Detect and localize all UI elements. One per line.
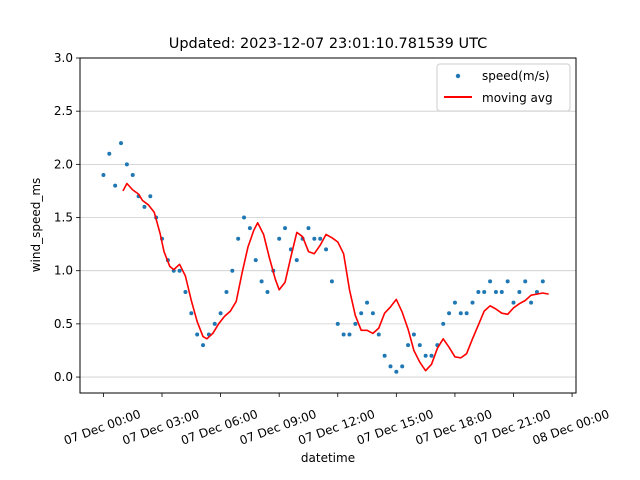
scatter-point (499, 289, 504, 294)
y-tick-label: 0.5 (54, 317, 73, 331)
legend-label-moving-avg: moving avg (482, 91, 553, 105)
scatter-point (195, 332, 200, 337)
scatter-point (212, 321, 217, 326)
scatter-point (505, 279, 510, 284)
y-tick-label: 2.5 (54, 104, 73, 118)
scatter-point (306, 226, 311, 231)
scatter-point (452, 300, 457, 305)
scatter-point (411, 332, 416, 337)
scatter-point (242, 215, 247, 220)
scatter-point (218, 311, 223, 316)
y-tick-label: 0.0 (54, 370, 73, 384)
scatter-point (417, 343, 422, 348)
scatter-point (493, 289, 498, 294)
scatter-point (189, 311, 194, 316)
scatter-point (324, 247, 329, 252)
scatter-point (406, 343, 411, 348)
scatter-point (283, 226, 288, 231)
scatter-point (423, 353, 428, 358)
scatter-point (517, 289, 522, 294)
scatter-point (294, 258, 299, 263)
scatter-point (482, 289, 487, 294)
moving-avg-line-layer (122, 182, 549, 372)
scatter-point (458, 311, 463, 316)
scatter-point (523, 279, 528, 284)
scatter-point (376, 332, 381, 337)
scatter-point (124, 162, 129, 167)
scatter-point (540, 279, 545, 284)
scatter-point (464, 311, 469, 316)
scatter-point (476, 289, 481, 294)
plot-frame (79, 57, 577, 394)
y-axis-ticks: 0.0 0.5 1.0 1.5 2.0 2.5 3.0 (54, 51, 80, 384)
scatter-point (247, 226, 252, 231)
scatter-point (177, 268, 182, 273)
scatter-point (265, 289, 270, 294)
scatter-point (312, 236, 317, 241)
scatter-point (370, 311, 375, 316)
scatter-point (347, 332, 352, 337)
scatter-point (388, 364, 393, 369)
scatter-point (365, 300, 370, 305)
scatter-point (394, 369, 399, 374)
legend-label-speed: speed(m/s) (482, 69, 550, 83)
scatter-point (382, 353, 387, 358)
scatter-point (201, 343, 206, 348)
y-tick-label: 1.0 (54, 264, 73, 278)
scatter-point (119, 141, 124, 146)
scatter-point (400, 364, 405, 369)
scatter-point (511, 300, 516, 305)
scatter-point (353, 321, 358, 326)
scatter-point (259, 279, 264, 284)
scatter-point (429, 353, 434, 358)
scatter-point (183, 289, 188, 294)
scatter-point (534, 289, 539, 294)
scatter-point (277, 236, 282, 241)
scatter-points (101, 141, 545, 374)
scatter-point (318, 236, 323, 241)
moving-avg-line (122, 182, 549, 372)
x-axis-label: datetime (301, 451, 355, 465)
scatter-point (447, 311, 452, 316)
scatter-point (359, 311, 364, 316)
scatter-point (441, 321, 446, 326)
legend-scatter-marker (455, 73, 461, 79)
scatter-point (230, 268, 235, 273)
scatter-point (529, 300, 534, 305)
scatter-point (236, 236, 241, 241)
scatter-point (329, 279, 334, 284)
y-axis-label: wind_speed_ms (29, 178, 43, 273)
scatter-point (107, 151, 112, 156)
y-tick-label: 1.5 (54, 211, 73, 225)
legend-box (436, 63, 571, 112)
scatter-point (130, 172, 135, 177)
legend: speed(m/s) moving avg (436, 63, 571, 112)
scatter-point (335, 321, 340, 326)
y-tick-label: 2.0 (54, 157, 73, 171)
scatter-point (224, 289, 229, 294)
chart-title: Updated: 2023-12-07 23:01:10.781539 UTC (169, 36, 488, 52)
scatter-point (488, 279, 493, 284)
scatter-point (101, 172, 106, 177)
scatter-point (341, 332, 346, 337)
scatter-point (148, 194, 153, 199)
scatter-point (470, 300, 475, 305)
scatter-point (142, 204, 147, 209)
y-tick-label: 3.0 (54, 51, 73, 65)
scatter-point (113, 183, 118, 188)
scatter-point (253, 258, 258, 263)
